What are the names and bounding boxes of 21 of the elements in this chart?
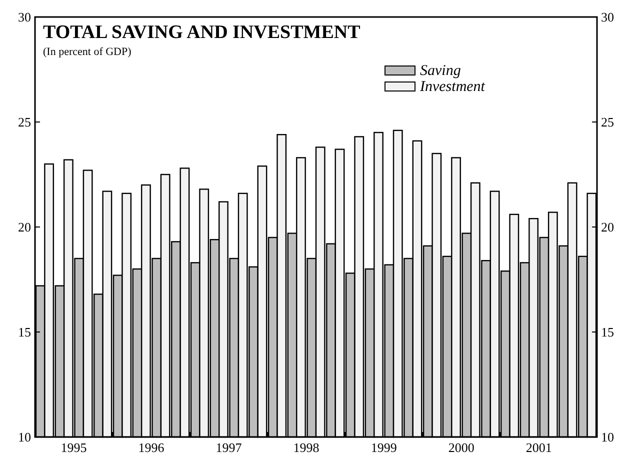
x-tick-label: 2001 <box>526 440 552 455</box>
x-tick-label: 1997 <box>216 440 242 455</box>
y-tick-label: 15 <box>18 324 31 340</box>
text: (In percent of GDP) <box>43 46 132 58</box>
chart-title: TOTAL SAVING AND INVESTMENT <box>43 22 361 43</box>
y2-tick-label: 25 <box>601 114 614 130</box>
y-tick-label: 30 <box>18 10 31 25</box>
legend-label: Saving <box>420 63 462 79</box>
x-tick-label: 1996 <box>138 440 165 455</box>
y2-tick-label: 15 <box>601 324 614 340</box>
x-tick-label: 1998 <box>293 440 320 455</box>
y2-tick-label: 10 <box>601 430 614 445</box>
y2-tick-label: 30 <box>601 10 614 25</box>
x-tick-label: 1999 <box>370 440 397 455</box>
y-tick-label: 25 <box>18 114 31 130</box>
y2-tick-label: 20 <box>601 220 614 235</box>
x-tick-label: 1995 <box>60 440 87 455</box>
y-tick-label: 10 <box>18 430 31 445</box>
x-tick-label: 2000 <box>448 440 474 455</box>
legend-label: Investment <box>419 79 486 95</box>
y-tick-label: 20 <box>18 220 31 235</box>
